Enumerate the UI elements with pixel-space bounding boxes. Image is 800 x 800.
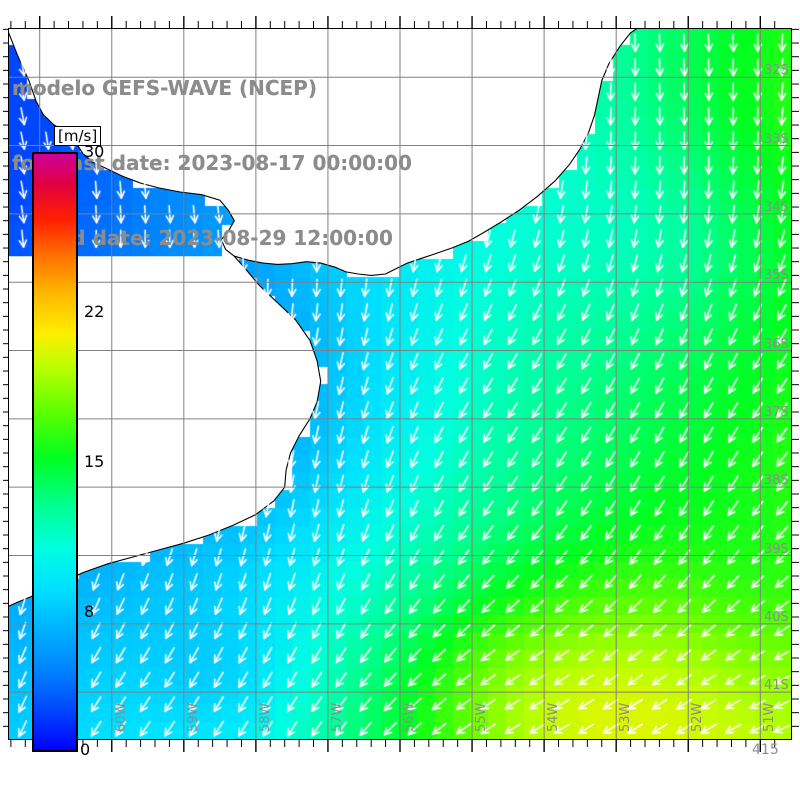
model-title: modelo GEFS-WAVE (NCEP) bbox=[12, 76, 317, 100]
latitude-label-33S: 33S bbox=[764, 131, 789, 147]
longitude-label-58W: 58W bbox=[257, 702, 273, 732]
latitude-label-35S: 35S bbox=[764, 268, 789, 284]
latitude-label-38S: 38S bbox=[764, 473, 789, 489]
longitude-label-54W: 54W bbox=[546, 702, 562, 732]
latitude-label-41S: 41S bbox=[764, 678, 789, 694]
longitude-label-60W: 60W bbox=[113, 702, 129, 732]
latitude-label-40S: 40S bbox=[764, 609, 789, 625]
colorbar-gradient bbox=[32, 152, 78, 752]
longitude-label-56W: 56W bbox=[402, 702, 417, 732]
colorbar-tick-8: 8 bbox=[84, 602, 95, 621]
longitude-label-55W: 55W bbox=[474, 702, 490, 732]
latitude-label-34S: 34S bbox=[764, 199, 789, 215]
longitude-label-57W: 57W bbox=[329, 702, 345, 732]
longitude-label-51W: 51W bbox=[762, 702, 778, 732]
latitude-label-32S: 32S bbox=[764, 63, 789, 79]
latitude-label-37S: 37S bbox=[764, 404, 789, 420]
colorbar-tick-22: 22 bbox=[84, 302, 105, 321]
longitude-label-59W: 59W bbox=[185, 702, 201, 732]
colorbar-tick-0: 0 bbox=[80, 740, 91, 759]
latitude-label-39S: 39S bbox=[764, 541, 789, 557]
colorbar-tick-30: 30 bbox=[84, 142, 105, 161]
longitude-label-53W: 53W bbox=[618, 702, 634, 732]
colorbar-tick-15: 15 bbox=[84, 452, 105, 471]
latitude-label-36S: 36S bbox=[764, 336, 789, 352]
corner-label: 415 bbox=[752, 742, 779, 758]
longitude-label-52W: 52W bbox=[690, 702, 706, 732]
